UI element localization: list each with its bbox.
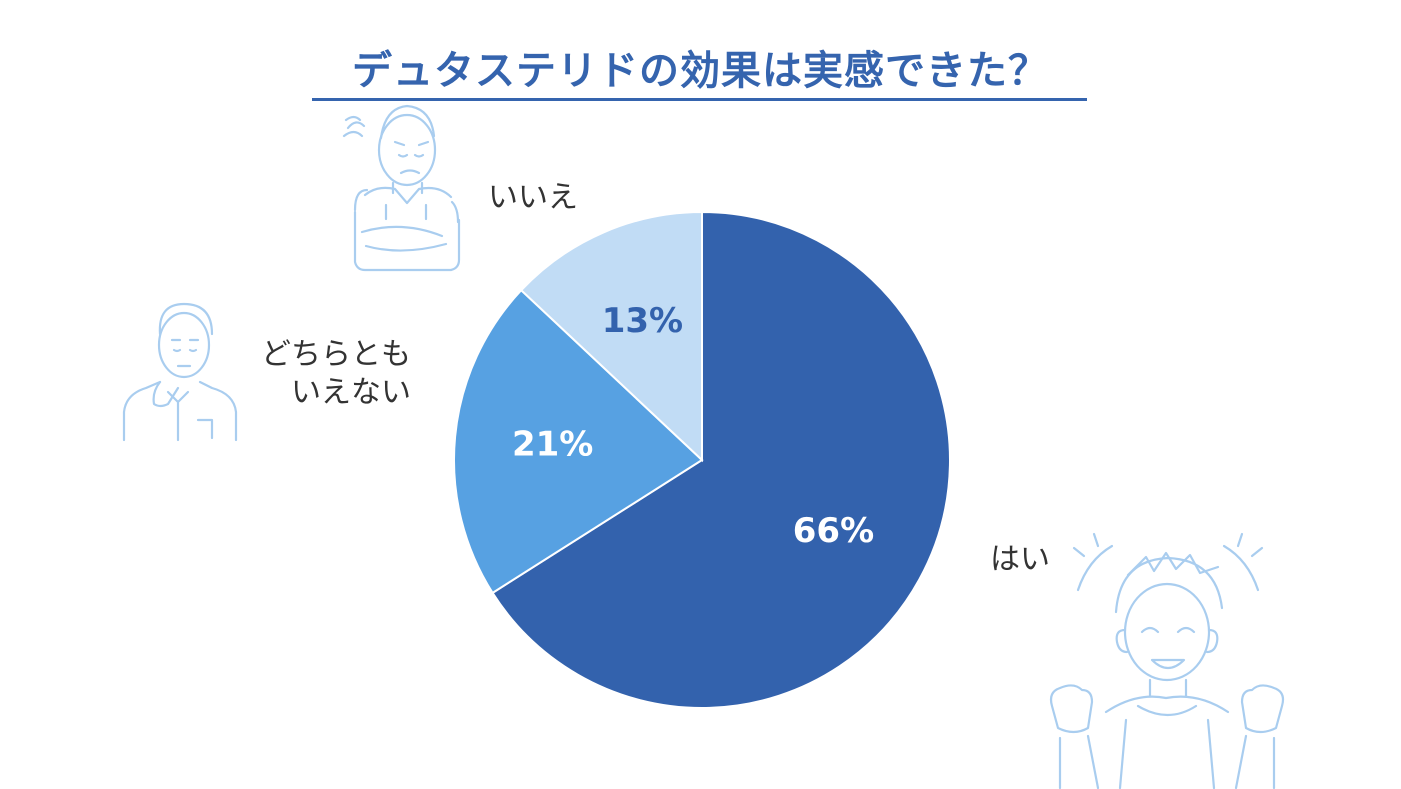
percent-labels: 66% 21% 13% xyxy=(512,301,874,551)
percent-label-no: 13% xyxy=(602,301,683,341)
pie-slice-no xyxy=(519,210,703,463)
category-label-neither-line2: いえない xyxy=(291,375,411,410)
pie-slices xyxy=(453,210,951,709)
percent-label-neither: 21% xyxy=(512,424,593,464)
category-label-no: いいえ xyxy=(488,180,578,215)
pie-slice-neither xyxy=(453,288,704,595)
category-label-yes: はい xyxy=(990,542,1050,577)
person-troubled-arms-crossed-icon xyxy=(342,104,461,272)
person-happy-fists-icon xyxy=(1049,532,1285,789)
chart-title: デュタステリドの効果は実感できた？ xyxy=(352,48,1049,94)
category-label-neither-line1: どちらとも xyxy=(261,337,411,372)
person-thinking-icon xyxy=(122,302,238,442)
pie-slice-yes xyxy=(491,210,951,709)
percent-label-yes: 66% xyxy=(793,511,874,551)
title-underline xyxy=(312,98,1087,101)
